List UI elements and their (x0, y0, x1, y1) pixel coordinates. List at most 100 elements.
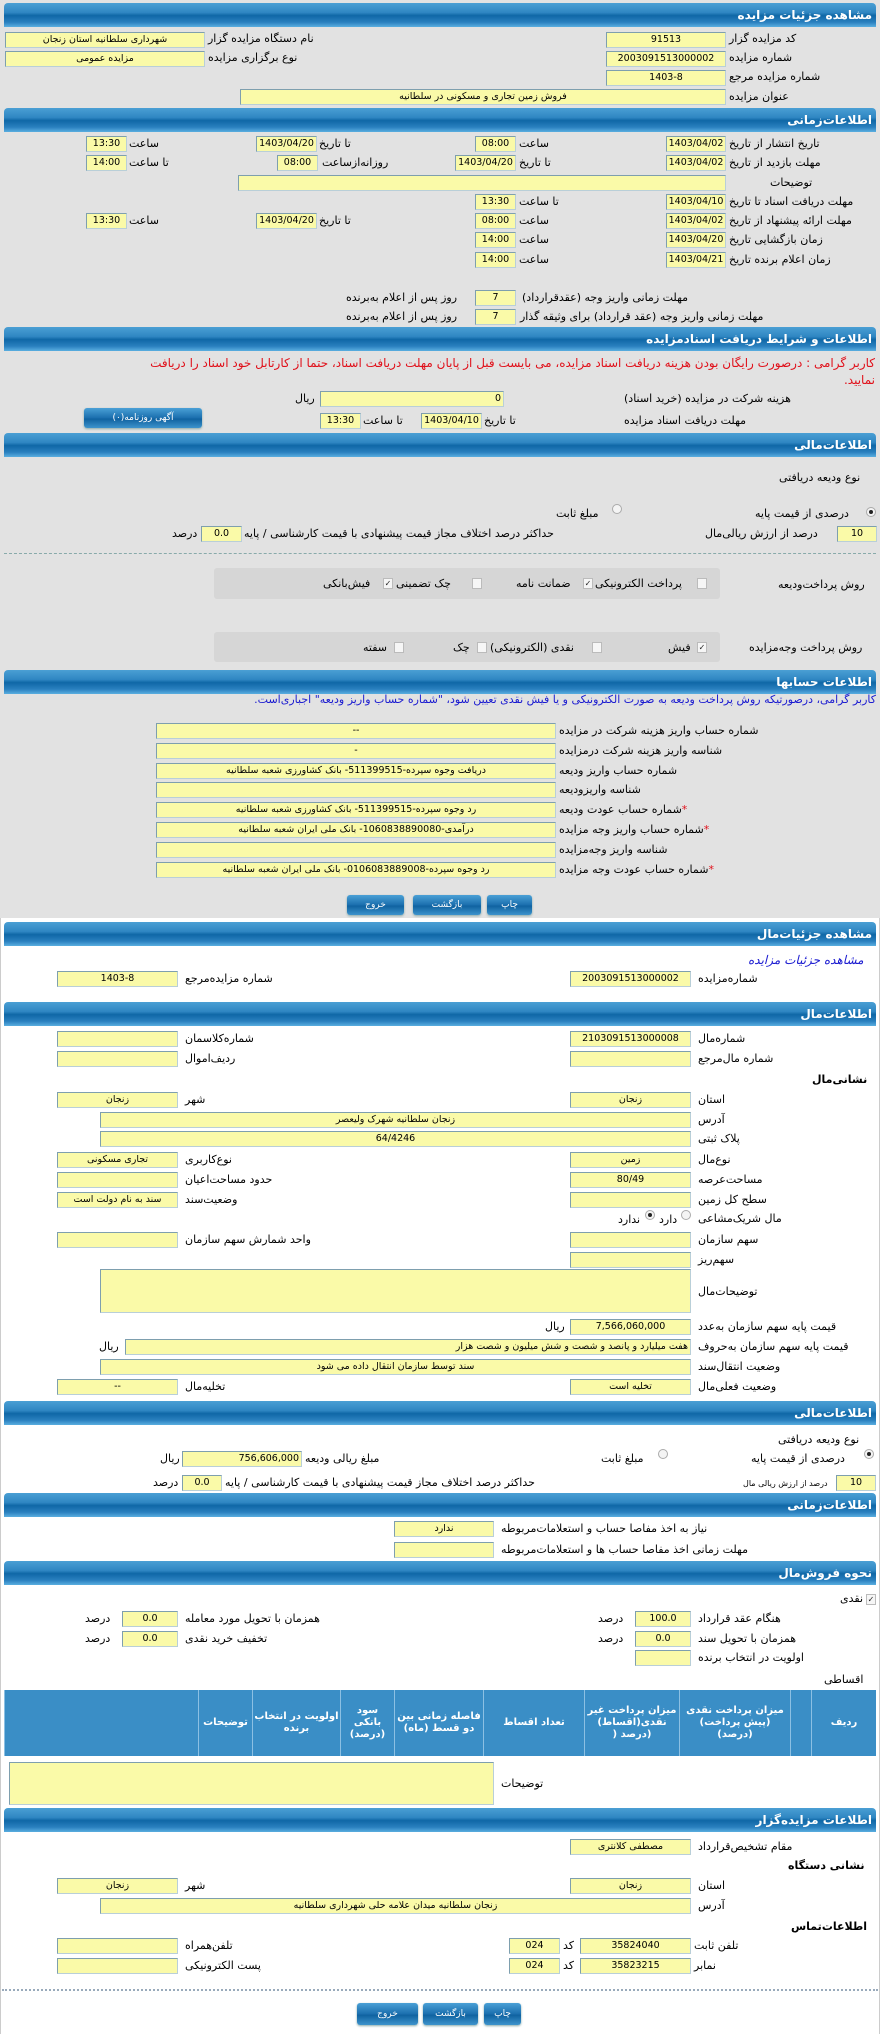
current-status-field[interactable]: تخلیه است (570, 1379, 691, 1395)
checkbox-cash-electronic[interactable] (592, 642, 602, 653)
address-field[interactable]: زنجان سلطانیه شهرک ولیعصر (100, 1112, 691, 1128)
base-price-number-field[interactable]: 7,566,060,000 (570, 1319, 691, 1335)
deed-status-field[interactable]: سند به نام دولت است (57, 1192, 178, 1208)
cash-checkbox[interactable]: ✓ (866, 1594, 876, 1605)
fee-field[interactable]: 0 (320, 391, 504, 407)
fixed-radio[interactable] (658, 1449, 668, 1459)
phone-field[interactable]: 35824040 (580, 1938, 691, 1954)
base-price-text-field[interactable]: هفت میلیارد و پانصد و شصت و شش میلیون و … (125, 1339, 691, 1355)
share-unit-field[interactable] (57, 1232, 178, 1248)
deed-delivery-field[interactable]: 0.0 (635, 1631, 691, 1647)
checkbox-receipt[interactable]: ✓ (697, 642, 707, 653)
mobile-field[interactable] (57, 1938, 178, 1954)
fax-field[interactable]: 35823215 (580, 1958, 691, 1974)
email-field[interactable] (57, 1958, 178, 1974)
exit-button[interactable]: خروج (347, 895, 404, 915)
docs-deadline-date[interactable]: 1403/04/10 (421, 413, 482, 429)
city-field[interactable]: زنجان (57, 1092, 178, 1108)
print-button[interactable]: چاپ (484, 2003, 521, 2025)
account-field[interactable]: -- (156, 723, 556, 739)
sub-share-field[interactable] (570, 1252, 691, 1268)
auctioneer-code-field[interactable]: 91513 (606, 32, 726, 48)
winner-time[interactable]: 14:00 (475, 252, 516, 268)
auction-number-field[interactable]: 2003091513000002 (606, 51, 726, 67)
auctioneer-org-field[interactable]: شهرداری سلطانیه استان زنجان (5, 32, 205, 48)
auction-details-link[interactable]: مشاهده جزئیات مزایده (748, 953, 864, 967)
deposit-percent-field[interactable]: 10 (836, 1475, 876, 1491)
building-area-field[interactable] (57, 1172, 178, 1188)
publish-to-time[interactable]: 13:30 (86, 136, 127, 152)
sale-description-field[interactable] (9, 1762, 494, 1805)
item-ref-number[interactable]: 1403-8 (57, 971, 178, 987)
evacuation-field[interactable]: -- (57, 1379, 178, 1395)
fixed-radio[interactable] (612, 504, 622, 514)
max-diff-field[interactable]: 0.0 (201, 526, 242, 542)
checkbox-guarantee[interactable]: ✓ (583, 578, 593, 589)
clearance-field[interactable]: ندارد (394, 1521, 494, 1537)
cash-discount-field[interactable]: 0.0 (122, 1631, 178, 1647)
land-area-field[interactable]: 80/49 (570, 1172, 691, 1188)
account-field[interactable]: درآمدی-1060838890080- بانک ملی ایران شعب… (156, 822, 556, 838)
time-description-field[interactable] (238, 175, 726, 191)
account-field[interactable]: - (156, 743, 556, 759)
back-button[interactable]: بازگشت (413, 895, 481, 915)
account-field[interactable]: رد وجوه سپرده-0106083889008- بانک ملی ای… (156, 862, 556, 878)
province-field[interactable]: زنجان (570, 1878, 691, 1894)
fax-code-field[interactable]: 024 (509, 1958, 560, 1974)
class-number-field[interactable] (57, 1031, 178, 1047)
shared-no-radio[interactable] (645, 1210, 655, 1220)
authority-field[interactable]: مصطفی کلانتری (570, 1839, 691, 1855)
daily-from-time[interactable]: 08:00 (277, 155, 318, 171)
publish-from-time[interactable]: 08:00 (475, 136, 516, 152)
account-field[interactable] (156, 842, 556, 858)
clearance-deadline-field[interactable] (394, 1542, 494, 1558)
phone-code-field[interactable]: 024 (509, 1938, 560, 1954)
offer-to-time[interactable]: 13:30 (86, 213, 127, 229)
org-share-field[interactable] (570, 1232, 691, 1248)
newspaper-ad-button[interactable]: آگهی روزنامه(۰) (84, 408, 202, 428)
checkbox-cheque[interactable] (477, 642, 487, 653)
back-button[interactable]: بازگشت (423, 2003, 478, 2025)
checkbox-electronic[interactable] (697, 578, 707, 589)
province-field[interactable]: زنجان (570, 1092, 691, 1108)
pay-contract-days[interactable]: 7 (475, 290, 516, 306)
total-area-field[interactable] (570, 1192, 691, 1208)
account-field[interactable]: رد وجوه سپرده-511399515- بانک کشاورزی شع… (156, 802, 556, 818)
plate-field[interactable]: 64/4246 (100, 1131, 691, 1147)
docs-deadline-time[interactable]: 13:30 (475, 194, 516, 210)
opening-date[interactable]: 1403/04/20 (666, 232, 726, 248)
percent-radio[interactable] (866, 507, 876, 517)
deposit-percent-field[interactable]: 10 (837, 526, 877, 542)
auction-type-field[interactable]: مزایده عمومی (5, 51, 205, 67)
checkbox-cheque[interactable] (472, 578, 482, 589)
checkbox-promissory[interactable] (394, 642, 404, 653)
shared-yes-radio[interactable] (681, 1210, 691, 1220)
publish-to-date[interactable]: 1403/04/20 (256, 136, 317, 152)
account-field[interactable]: دریافت وجوه سپرده-511399515- بانک کشاورز… (156, 763, 556, 779)
transfer-status-field[interactable]: سند توسط سازمان انتقال داده می شود (100, 1359, 691, 1375)
daily-to-time[interactable]: 14:00 (86, 155, 127, 171)
offer-to-date[interactable]: 1403/04/20 (256, 213, 317, 229)
asset-row-field[interactable] (57, 1051, 178, 1067)
percent-radio[interactable] (864, 1449, 874, 1459)
winner-date[interactable]: 1403/04/21 (666, 252, 726, 268)
exit-button[interactable]: خروج (357, 2003, 418, 2025)
pay-bail-days[interactable]: 7 (475, 309, 516, 325)
visit-to-date[interactable]: 1403/04/20 (455, 155, 516, 171)
checkbox-bank-receipt[interactable]: ✓ (383, 578, 393, 589)
usage-field[interactable]: تجاری مسکونی (57, 1152, 178, 1168)
print-button[interactable]: چاپ (487, 895, 532, 915)
item-auction-number[interactable]: 2003091513000002 (570, 971, 691, 987)
item-kind-field[interactable]: زمین (570, 1152, 691, 1168)
offer-from-time[interactable]: 08:00 (475, 213, 516, 229)
delivery-item-field[interactable]: 0.0 (122, 1611, 178, 1627)
visit-from-date[interactable]: 1403/04/02 (666, 155, 726, 171)
docs-deadline-date[interactable]: 1403/04/10 (666, 194, 726, 210)
publish-from-date[interactable]: 1403/04/02 (666, 136, 726, 152)
org-address-field[interactable]: زنجان سلطانیه میدان علامه حلی شهرداری سل… (100, 1898, 691, 1914)
auction-title-field[interactable]: فروش زمین تجاری و مسکونی در سلطانیه (240, 89, 726, 105)
docs-deadline-time[interactable]: 13:30 (320, 413, 361, 429)
item-description-field[interactable] (100, 1269, 691, 1313)
max-diff-field[interactable]: 0.0 (182, 1475, 222, 1491)
opening-time[interactable]: 14:00 (475, 232, 516, 248)
